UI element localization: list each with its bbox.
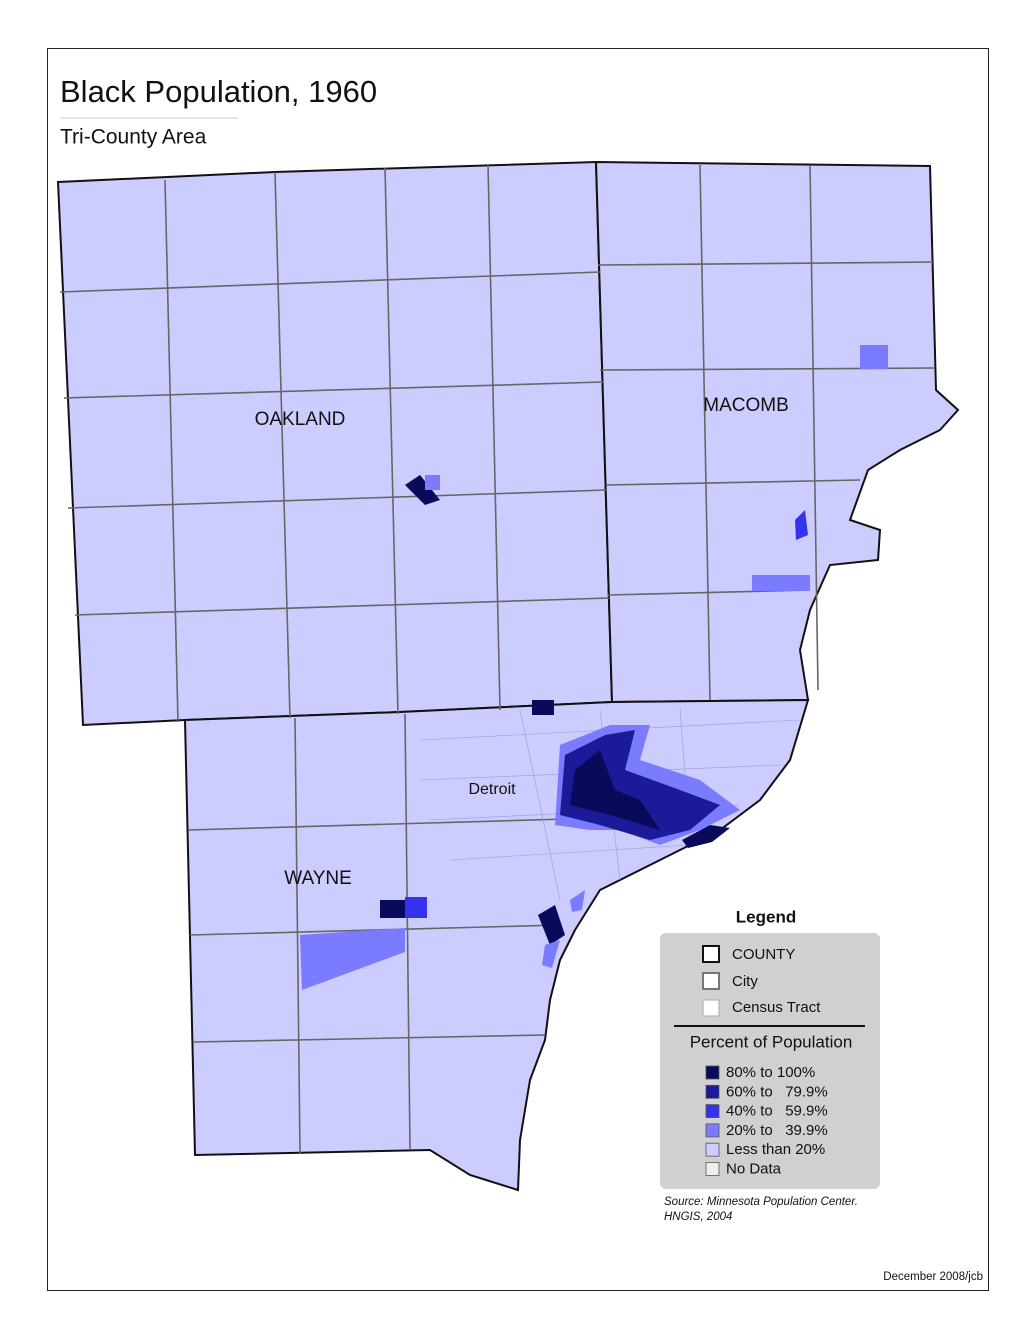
county-label: OAKLAND (255, 409, 346, 430)
city-label: Detroit (468, 781, 516, 798)
class-swatch (705, 1142, 720, 1157)
oakland-county (56, 160, 614, 727)
choropleth-tracts (300, 345, 888, 990)
class-label: No Data (726, 1160, 782, 1177)
source: HNGIS, 2004 (664, 1211, 732, 1223)
tract (795, 510, 808, 540)
belle-isle (682, 825, 730, 848)
tract (542, 940, 560, 968)
tract (300, 928, 405, 990)
county-label: MACOMB (703, 395, 789, 416)
tract (405, 475, 440, 505)
tract-swatch (702, 999, 720, 1017)
class-label: 80% to 100% (726, 1064, 815, 1081)
tract (570, 750, 660, 830)
tract (538, 905, 565, 945)
class-swatch (705, 1162, 720, 1176)
legend-title: Legend (736, 907, 796, 926)
class-label: 20% to 39.9% (726, 1122, 828, 1139)
class-swatch (705, 1065, 720, 1080)
class-label: 60% to 79.9% (726, 1083, 828, 1100)
legend-classes: 80% to 100% 60% to 79.9% 40% to 59.9% 20% t… (705, 1064, 828, 1177)
source: Source: Minnesota Population Center. (664, 1196, 858, 1208)
township-lines (59, 163, 936, 1154)
tract (380, 900, 408, 918)
tract (425, 475, 440, 490)
class-label: 40% to 59.9% (726, 1103, 828, 1120)
title: Black Population, 1960 (60, 74, 377, 109)
class-label: Less than 20% (726, 1141, 825, 1158)
macomb-county (594, 160, 960, 704)
tract (570, 890, 585, 912)
class-swatch (705, 1084, 720, 1099)
footer: December 2008/jcb (883, 1271, 983, 1283)
legend-item: City (732, 973, 758, 990)
class-swatch (705, 1104, 720, 1118)
tract (860, 345, 888, 369)
class-swatch (705, 1123, 720, 1138)
tract (405, 897, 427, 918)
city-swatch (702, 972, 720, 990)
legend-item: Census Tract (732, 999, 821, 1016)
legend-item: COUNTY (732, 946, 795, 963)
tract (532, 700, 554, 715)
county-label: WAYNE (284, 868, 352, 889)
legend-section-title: Percent of Population (690, 1032, 853, 1051)
subtitle: Tri-County Area (60, 126, 207, 149)
county-swatch (702, 945, 720, 963)
tract (752, 575, 810, 591)
